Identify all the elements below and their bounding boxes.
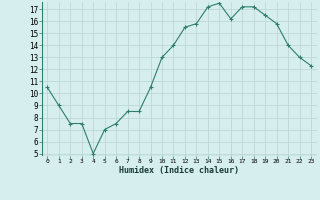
X-axis label: Humidex (Indice chaleur): Humidex (Indice chaleur) (119, 166, 239, 175)
